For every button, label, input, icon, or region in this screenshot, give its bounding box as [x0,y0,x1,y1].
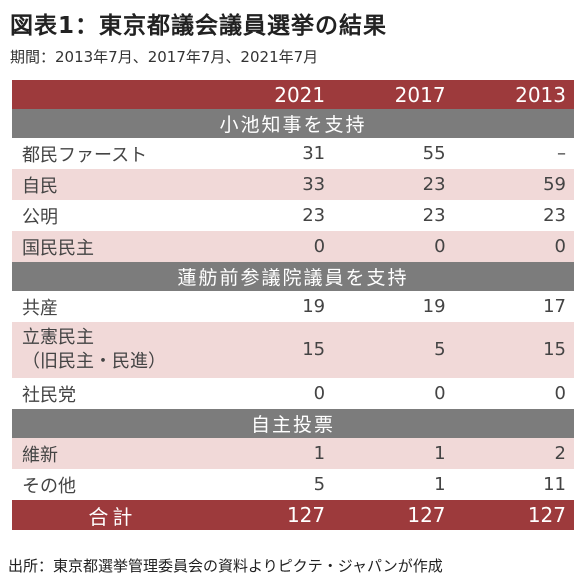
seat-value-2017: 5 [333,322,454,378]
seat-value-2017: 0 [333,378,454,409]
seat-value-2017: 1 [333,469,454,500]
seat-value-2017: 23 [333,200,454,231]
party-name-cell: 立憲民主 （旧民主・民進） [12,322,213,378]
total-value-2021: 127 [212,500,334,530]
seat-value-2013: 17 [453,291,574,322]
year-header-2013: 2013 [453,80,574,109]
party-name: 都民ファースト [12,138,213,169]
table-row: 自民 33 23 59 [12,169,574,200]
seat-value-2021: 23 [212,200,334,231]
seat-value-2013: 15 [453,322,574,378]
section-title: 小池知事を支持 [12,109,574,138]
party-name: 国民民主 [12,231,213,262]
seat-value-2013: 59 [453,169,574,200]
section-header-row: 自主投票 [12,409,574,438]
period-caption: 期間：2013年7月、2017年7月、2021年7月 [10,48,319,66]
seat-value-2017: 19 [333,291,454,322]
table-row: 社民党 0 0 0 [12,378,574,409]
table-row: 共産 19 19 17 [12,291,574,322]
section-title: 自主投票 [12,409,574,438]
seat-value-2021: 1 [212,438,334,469]
seat-value-2017: 0 [333,231,454,262]
source-note: 出所：東京都選挙管理委員会の資料よりピクテ・ジャパンが作成 [8,557,443,575]
party-name: その他 [12,469,213,500]
year-header-row: 2021 2017 2013 [12,80,574,109]
seat-value-2021: 31 [212,138,334,169]
section-header-row: 小池知事を支持 [12,109,574,138]
party-name: 立憲民主 [22,327,94,348]
table-row: 都民ファースト 31 55 – [12,138,574,169]
total-value-2013: 127 [453,500,574,530]
seat-value-2013: 23 [453,200,574,231]
header-blank-cell [12,80,213,109]
table-row: 維新 1 1 2 [12,438,574,469]
section-title: 蓮舫前参議院議員を支持 [12,262,574,291]
seat-value-2013: 2 [453,438,574,469]
seat-value-2021: 0 [212,378,334,409]
figure-title: 図表1：東京都議会議員選挙の結果 [10,13,388,39]
seat-value-2021: 5 [212,469,334,500]
party-name: 自民 [12,169,213,200]
year-header-2021: 2021 [212,80,334,109]
seat-value-2021: 0 [212,231,334,262]
total-value-2017: 127 [333,500,454,530]
table-row: 立憲民主 （旧民主・民進） 15 5 15 [12,322,574,378]
seat-value-2021: 19 [212,291,334,322]
seat-value-2017: 55 [333,138,454,169]
party-note: （旧民主・民進） [22,351,166,372]
total-label: 合計 [12,500,213,530]
table-row: その他 5 1 11 [12,469,574,500]
party-name: 社民党 [12,378,213,409]
seat-value-2013: 0 [453,378,574,409]
party-name: 公明 [12,200,213,231]
table-row: 国民民主 0 0 0 [12,231,574,262]
seat-value-2021: 15 [212,322,334,378]
seat-value-2021: 33 [212,169,334,200]
table-row: 公明 23 23 23 [12,200,574,231]
party-name: 維新 [12,438,213,469]
seat-value-2013: 11 [453,469,574,500]
seat-value-2017: 1 [333,438,454,469]
results-table: 2021 2017 2013 小池知事を支持 都民ファースト 31 55 – 自… [12,80,574,530]
seat-value-2013: 0 [453,231,574,262]
party-name: 共産 [12,291,213,322]
section-header-row: 蓮舫前参議院議員を支持 [12,262,574,291]
seat-value-2013: – [453,138,574,169]
total-row: 合計 127 127 127 [12,500,574,530]
year-header-2017: 2017 [333,80,454,109]
seat-value-2017: 23 [333,169,454,200]
